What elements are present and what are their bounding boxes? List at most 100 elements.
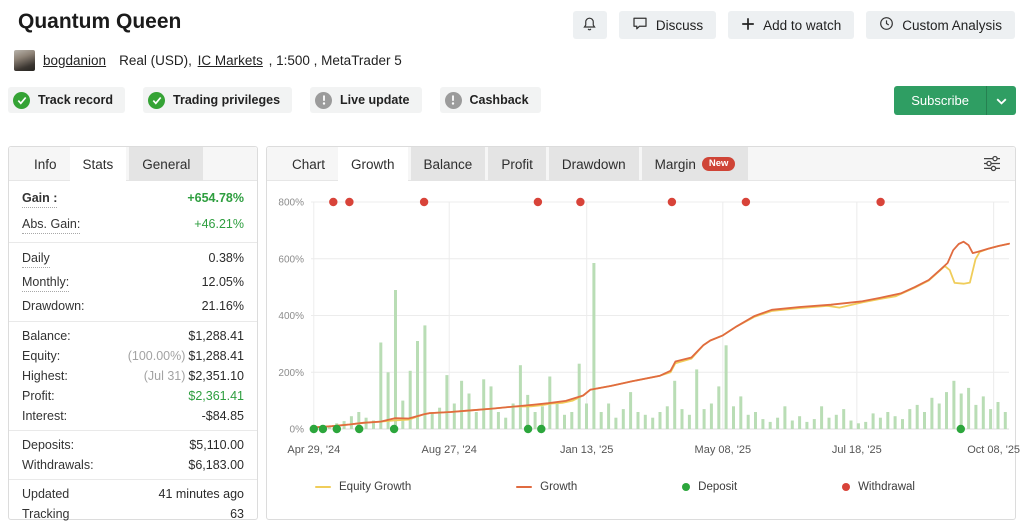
legend-dot-marker [682, 483, 690, 491]
legend-item-growth[interactable]: Growth [516, 481, 577, 493]
svg-text:600%: 600% [278, 254, 304, 265]
badge-label: Cashback [470, 93, 529, 107]
svg-text:800%: 800% [278, 198, 304, 209]
stat-value: 21.16% [202, 299, 244, 314]
svg-text:Oct 08, '25: Oct 08, '25 [967, 444, 1020, 456]
tab-chart[interactable]: Chart [279, 147, 338, 181]
stat-row-equity: Equity: (100.00%)$1,288.41 [22, 346, 244, 366]
stat-label: Tracking [22, 507, 69, 522]
tab-label: Growth [351, 157, 395, 172]
broker-link[interactable]: IC Markets [198, 53, 263, 68]
stats-tabs: Info Stats General [9, 147, 257, 181]
add-to-watch-button[interactable]: Add to watch [728, 11, 854, 39]
chart-tabs: Chart Growth Balance ProfitDrawdownMarginNe… [267, 147, 1015, 181]
stat-value: +46.21% [194, 217, 244, 232]
badge-live-update[interactable]: Live update [310, 87, 421, 113]
legend-dot-marker [842, 483, 850, 491]
stat-row-deposits: Deposits: $5,110.00 [22, 435, 244, 455]
verification-badges: Track record Trading privileges Live updat… [8, 87, 541, 113]
stat-label: Abs. Gain: [22, 217, 80, 234]
tab-balance[interactable]: Balance [411, 147, 486, 181]
legend-label: Withdrawal [858, 481, 915, 493]
plus-icon [741, 17, 755, 34]
stat-label: Deposits: [22, 438, 74, 453]
tab-info[interactable]: Info [21, 147, 70, 181]
svg-text:Jan 13, '25: Jan 13, '25 [560, 444, 613, 456]
chevron-down-icon [996, 93, 1007, 108]
subscribe-button[interactable]: Subscribe [894, 86, 986, 115]
tab-stats[interactable]: Stats [70, 147, 127, 181]
stat-value: $5,110.00 [189, 438, 244, 453]
badge-label: Track record [38, 93, 113, 107]
legend-line-marker [315, 486, 331, 488]
stat-value: +654.78% [187, 191, 244, 206]
stat-value: 0.38% [209, 251, 244, 266]
stat-row-abs-gain: Abs. Gain: +46.21% [22, 212, 244, 238]
stat-label: Gain : [22, 191, 57, 208]
tab-general[interactable]: General [129, 147, 203, 181]
tab-margin[interactable]: MarginNew [642, 147, 749, 181]
stat-row-highest: Highest:(Jul 31)$2,351.10 [22, 366, 244, 386]
account-meta: Real (USD), IC Markets , 1:500 , MetaTra… [119, 53, 402, 68]
tab-label: Chart [292, 157, 325, 172]
subscribe-dropdown-button[interactable] [986, 86, 1016, 115]
username-link[interactable]: bogdanion [43, 53, 106, 68]
svg-text:200%: 200% [278, 368, 304, 379]
badge-track-record[interactable]: Track record [8, 87, 125, 113]
tab-label: Info [34, 157, 57, 172]
badge-trading-privileges[interactable]: Trading privileges [143, 87, 292, 113]
badge-cashback[interactable]: Cashback [440, 87, 541, 113]
stat-label: Interest: [22, 409, 67, 424]
stat-value: 63 [230, 507, 244, 522]
growth-chart[interactable]: 0%200%400%600%800%Apr 29, '24Aug 27, '24… [267, 181, 1015, 477]
bell-icon [582, 16, 597, 35]
tab-growth[interactable]: Growth [338, 147, 408, 181]
chart-panel: Chart Growth Balance ProfitDrawdownMarginNe… [266, 146, 1016, 520]
exclamation-icon [315, 92, 332, 109]
svg-text:0%: 0% [290, 425, 305, 436]
speech-bubble-icon [632, 16, 648, 34]
stat-value: $2,361.41 [188, 389, 244, 404]
divider [9, 321, 257, 322]
stat-value: (Jul 31)$2,351.10 [144, 369, 244, 384]
svg-text:Jul 18, '25: Jul 18, '25 [832, 444, 882, 456]
stat-value: (100.00%)$1,288.41 [128, 349, 244, 364]
stat-row-updated: Updated41 minutes ago [22, 484, 244, 504]
clock-icon [879, 16, 894, 34]
exclamation-icon [445, 92, 462, 109]
notifications-button[interactable] [573, 11, 607, 39]
stat-row-interest: Interest: -$84.85 [22, 406, 244, 426]
stat-value: 12.05% [202, 275, 244, 290]
stat-row-monthly: Monthly:12.05% [22, 271, 244, 295]
tab-label: Margin [655, 157, 696, 172]
svg-text:Apr 29, '24: Apr 29, '24 [287, 444, 340, 456]
badge-label: Trading privileges [173, 93, 280, 107]
stat-label: Profit: [22, 389, 55, 404]
tab-label: General [142, 157, 190, 172]
account-type-text: Real (USD), [119, 53, 192, 68]
stat-label: Withdrawals: [22, 458, 94, 473]
stat-value: $6,183.00 [188, 458, 244, 473]
header-actions: Discuss Add to watch Custom Analysis [573, 11, 1015, 39]
legend-item-equity-growth[interactable]: Equity Growth [315, 481, 411, 493]
stat-row-tracking: Tracking 63 [22, 504, 244, 524]
stats-panel: Info Stats General Gain : +654.78% Abs. Gain… [8, 146, 258, 520]
tab-profit[interactable]: Profit [488, 147, 546, 181]
tab-drawdown[interactable]: Drawdown [549, 147, 639, 181]
stat-label: Equity: [22, 349, 60, 364]
tab-label: Balance [424, 157, 473, 172]
add-to-watch-label: Add to watch [763, 18, 841, 33]
stat-row-daily: Daily0.38% [22, 247, 244, 271]
divider [9, 479, 257, 480]
legend-item-withdrawal[interactable]: Withdrawal [842, 481, 915, 493]
legend-label: Deposit [698, 481, 737, 493]
stat-value: -$84.85 [202, 409, 244, 424]
legend-item-deposit[interactable]: Deposit [682, 481, 737, 493]
discuss-button[interactable]: Discuss [619, 11, 716, 39]
check-icon [13, 92, 30, 109]
svg-text:400%: 400% [278, 311, 304, 322]
legend-label: Equity Growth [339, 481, 411, 493]
avatar[interactable] [14, 50, 35, 71]
custom-analysis-button[interactable]: Custom Analysis [866, 11, 1015, 39]
chart-settings-icon[interactable] [982, 154, 1002, 178]
